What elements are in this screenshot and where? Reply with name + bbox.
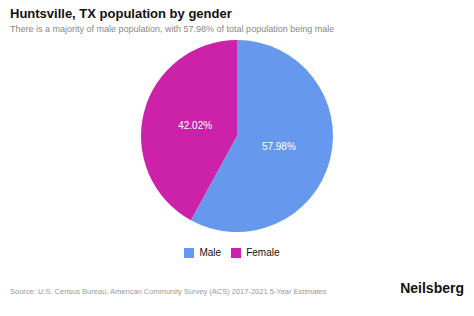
html-text:There is a majority of male po: There is a majority of male population, … bbox=[10, 24, 335, 34]
html-text:Neilsberg: Neilsberg bbox=[400, 280, 464, 296]
html-text:Male: Male bbox=[199, 247, 222, 258]
html-text:Huntsville, TX population by g: Huntsville, TX population by gender bbox=[10, 6, 232, 21]
svg-text:57.98%: 57.98% bbox=[262, 141, 296, 152]
html-text:Female: Female bbox=[246, 247, 280, 258]
html-text:Source: U.S. Census Bureau, Am: Source: U.S. Census Bureau, American Com… bbox=[10, 287, 327, 296]
svg-text:42.02%: 42.02% bbox=[178, 120, 212, 131]
